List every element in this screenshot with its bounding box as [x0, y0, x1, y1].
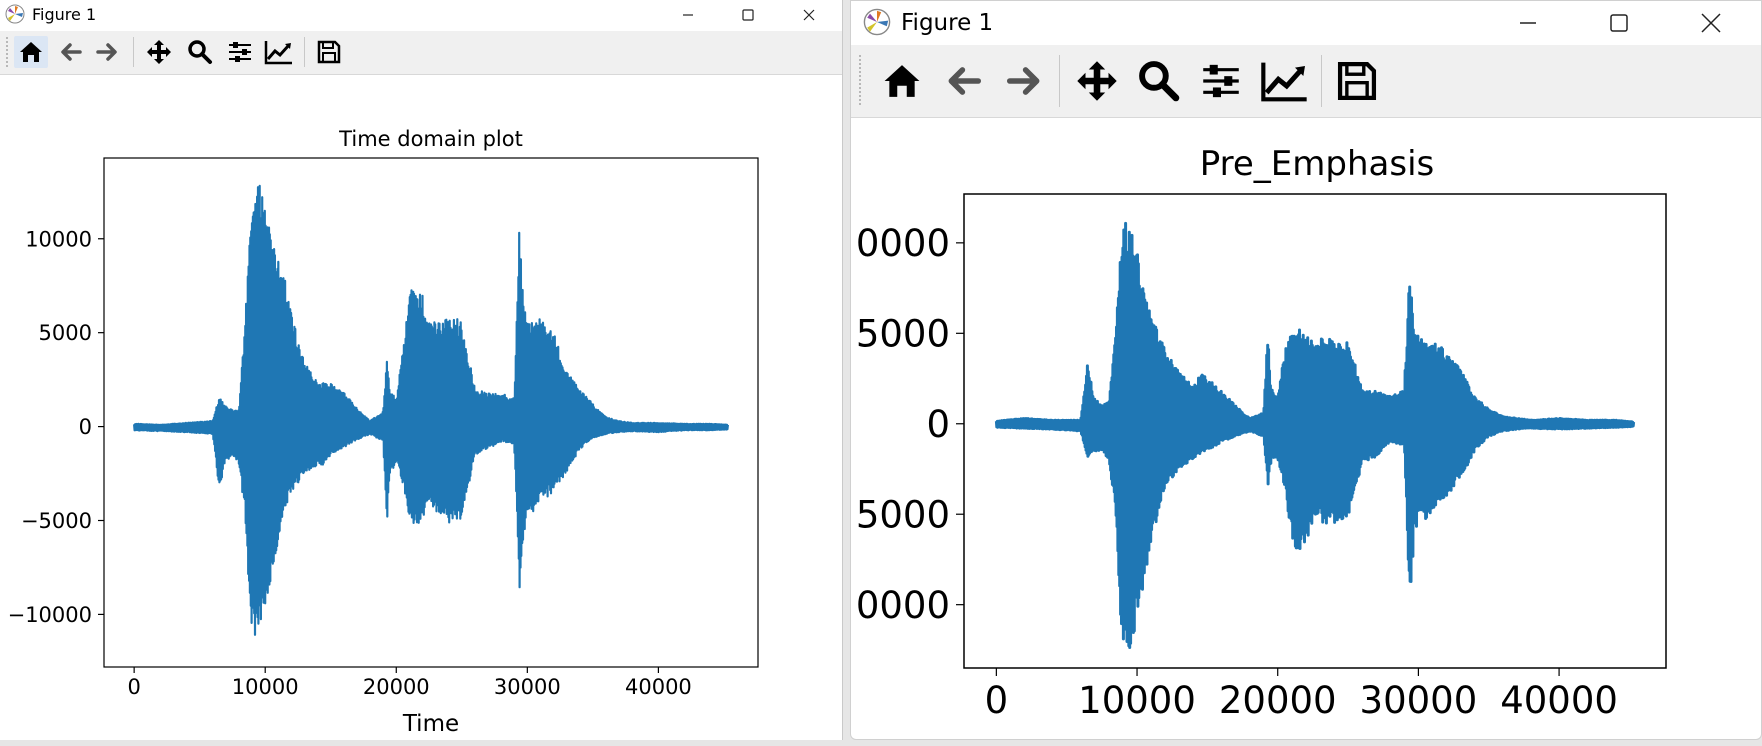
toolbar-separator [304, 37, 305, 67]
axis-ticks: 0 10000 20000 30000 40000 −10000 −5000 0 5000 100… [8, 227, 692, 699]
pan-button[interactable] [1071, 55, 1123, 107]
maximize-button[interactable] [1573, 1, 1665, 45]
y-tick-label: 0000 [856, 584, 950, 627]
edit-axis-button[interactable] [1257, 55, 1313, 107]
minimize-icon [1520, 22, 1536, 24]
waveform-line [133, 184, 729, 636]
title-bar[interactable]: Figure 1 [0, 0, 842, 30]
save-button[interactable] [1331, 55, 1383, 107]
x-tick-label: 30000 [1360, 679, 1478, 722]
home-icon [884, 65, 920, 97]
chart-time-domain[interactable]: Time domain plot 0 10000 20000 30000 40000 −1… [0, 74, 842, 740]
forward-arrow-icon [1006, 67, 1040, 95]
back-button[interactable] [939, 57, 989, 105]
configure-subplots-button[interactable] [1195, 55, 1247, 107]
back-arrow-icon [61, 43, 82, 61]
y-tick-label: 0 [79, 415, 92, 439]
navigation-toolbar [851, 45, 1761, 118]
figure-window-2: Figure 1 [850, 0, 1762, 740]
save-icon [317, 40, 341, 64]
pan-icon [1077, 61, 1117, 101]
zoom-button[interactable] [183, 36, 217, 68]
y-tick-label: 0000 [856, 222, 950, 265]
home-icon [20, 42, 42, 62]
x-tick-label: 40000 [1500, 679, 1618, 722]
close-icon [1701, 13, 1721, 33]
x-tick-label: 30000 [494, 675, 561, 699]
chart-pre-emphasis[interactable]: Pre_Emphasis 0 10000 20000 30000 40000 0000 50… [851, 118, 1761, 739]
x-tick-label: 0 [127, 675, 140, 699]
y-tick-label: 10000 [25, 227, 92, 251]
x-tick-label: 10000 [1078, 679, 1196, 722]
x-axis-label: Time [402, 711, 459, 737]
pan-icon [147, 40, 171, 64]
x-tick-label: 10000 [232, 675, 299, 699]
forward-arrow-icon [96, 43, 117, 61]
axis-ticks: 0 10000 20000 30000 40000 0000 5000 0 5000 0000 [856, 222, 1618, 722]
y-tick-label: −5000 [21, 509, 92, 533]
close-button[interactable] [1665, 1, 1757, 45]
title-bar[interactable]: Figure 1 [851, 1, 1761, 45]
edit-axis-icon [1261, 62, 1307, 102]
y-tick-label: 5000 [856, 494, 950, 537]
x-tick-label: 40000 [625, 675, 692, 699]
toolbar-separator [1059, 55, 1060, 107]
minimize-icon [683, 14, 693, 16]
chart-title: Pre_Emphasis [1200, 144, 1435, 184]
edit-axis-button[interactable] [262, 36, 296, 68]
back-button[interactable] [54, 36, 88, 68]
figure-window-1: Figure 1 [0, 0, 843, 740]
waveform-line [994, 221, 1636, 649]
x-tick-label: 20000 [363, 675, 430, 699]
toolbar-separator [1321, 55, 1322, 107]
y-tick-label: 0 [926, 403, 950, 446]
x-tick-label: 0 [985, 679, 1009, 722]
zoom-button[interactable] [1133, 55, 1185, 107]
matplotlib-logo-icon [5, 4, 25, 24]
series-layer [133, 184, 729, 636]
minimize-button[interactable] [1483, 1, 1573, 45]
home-button[interactable] [14, 36, 48, 68]
window-title: Figure 1 [901, 10, 994, 36]
save-icon [1337, 61, 1377, 101]
forward-button[interactable] [90, 36, 124, 68]
chart-title: Time domain plot [338, 127, 523, 151]
toolbar-separator [133, 37, 134, 67]
zoom-icon [1139, 61, 1180, 102]
y-tick-label: 5000 [39, 321, 92, 345]
maximize-icon [1610, 14, 1628, 32]
forward-button[interactable] [999, 57, 1049, 105]
toolbar-grip[interactable] [6, 37, 8, 67]
configure-subplots-icon [229, 42, 251, 62]
window-title: Figure 1 [32, 5, 97, 24]
toolbar-grip[interactable] [859, 55, 861, 105]
maximize-button[interactable] [718, 0, 778, 30]
zoom-icon [188, 40, 212, 64]
minimize-button[interactable] [658, 0, 718, 30]
home-button[interactable] [877, 57, 927, 105]
back-arrow-icon [948, 67, 982, 95]
close-icon [803, 9, 815, 21]
y-tick-label: −10000 [8, 603, 92, 627]
pan-button[interactable] [142, 36, 176, 68]
x-tick-label: 20000 [1219, 679, 1337, 722]
navigation-toolbar [0, 31, 842, 75]
maximize-icon [742, 9, 754, 21]
edit-axis-icon [264, 41, 292, 65]
matplotlib-logo-icon [863, 8, 891, 36]
series-layer [994, 221, 1636, 649]
configure-subplots-icon [1203, 64, 1239, 98]
configure-subplots-button[interactable] [223, 36, 257, 68]
save-button[interactable] [312, 36, 346, 68]
y-tick-label: 5000 [856, 313, 950, 356]
close-button[interactable] [778, 0, 840, 30]
